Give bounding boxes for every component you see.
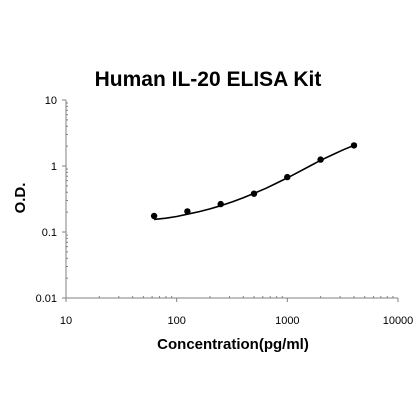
data-point: [284, 173, 291, 181]
y-tick-label: 10: [45, 95, 57, 107]
y-tick-label: 1: [51, 161, 57, 173]
y-axis-label: O.D.: [12, 183, 29, 214]
fit-line-group: [154, 144, 355, 221]
axes: [62, 99, 399, 302]
data-point: [217, 200, 224, 208]
x-tick-label: 100: [167, 315, 185, 327]
data-point: [317, 156, 324, 163]
data-points: [150, 142, 358, 220]
fit-curve: [154, 144, 355, 221]
x-tick-label: 10000: [383, 315, 414, 327]
y-tick-label: 0.01: [36, 293, 57, 305]
x-tick-label: 1000: [275, 315, 299, 327]
x-axis-label: Concentration(pg/ml): [157, 336, 309, 353]
chart-title: Human IL-20 ELISA Kit: [95, 68, 322, 91]
y-tick-label: 0.1: [42, 227, 57, 239]
data-point: [350, 142, 358, 149]
data-point: [150, 212, 158, 220]
data-point: [250, 190, 258, 197]
data-point: [184, 208, 191, 215]
tick-labels: 0.01 0.1 1 10 10 100 1000 10000: [36, 95, 414, 327]
x-tick-label: 10: [60, 315, 72, 327]
